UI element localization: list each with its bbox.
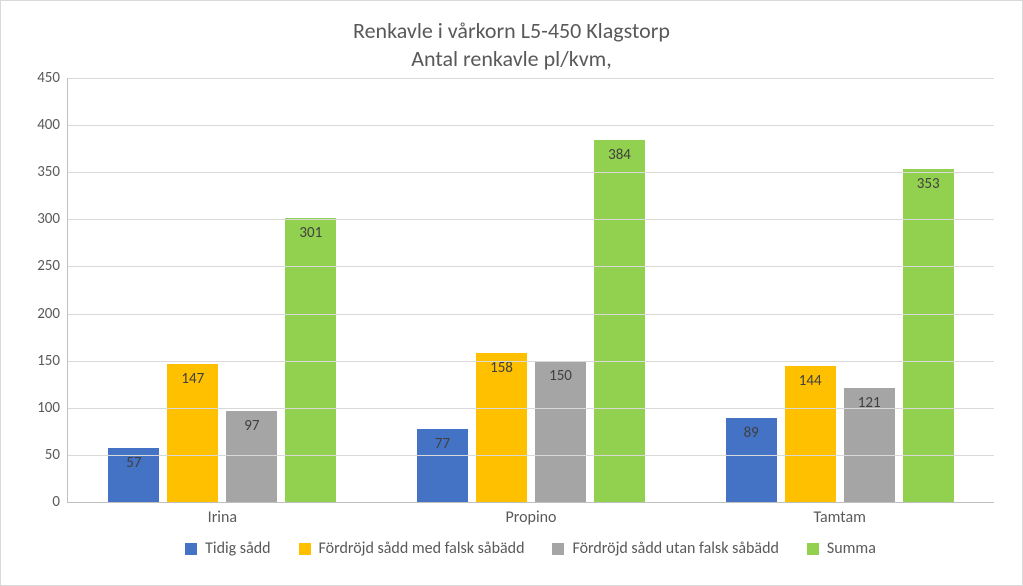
plot-area: 5714797301Irina77158150384Propino8914412…	[67, 78, 994, 503]
gridline	[68, 408, 994, 409]
bar-groups: 5714797301Irina77158150384Propino8914412…	[68, 78, 994, 502]
legend-item: Fördröjd sådd med falsk såbädd	[299, 539, 525, 558]
bar-group: 77158150384Propino	[377, 78, 686, 502]
y-tick-label: 0	[20, 493, 60, 511]
gridline	[68, 455, 994, 456]
bar-value-label: 384	[594, 146, 645, 164]
bar-value-label: 121	[844, 394, 895, 412]
legend-label: Fördröjd sådd med falsk såbädd	[319, 539, 525, 558]
bar-value-label: 158	[476, 359, 527, 377]
bar: 158	[476, 353, 527, 502]
chart-title-line1: Renkavle i vårkorn L5-450 Klagstorp	[19, 17, 1004, 45]
chart-title-line2: Antal renkavle pl/kvm,	[19, 45, 1004, 73]
bar-value-label: 97	[226, 417, 277, 435]
bar-value-label: 57	[108, 454, 159, 472]
bar: 121	[844, 388, 895, 502]
legend-item: Fördröjd sådd utan falsk såbädd	[552, 539, 778, 558]
legend-swatch	[807, 543, 819, 555]
legend-item: Tidig sådd	[185, 539, 270, 558]
bar-value-label: 301	[285, 224, 336, 242]
bar: 147	[167, 364, 218, 503]
y-tick-label: 200	[20, 305, 60, 323]
bar-value-label: 353	[903, 175, 954, 193]
x-tick-label: Irina	[68, 502, 377, 527]
gridline	[68, 125, 994, 126]
legend: Tidig sådd Fördröjd sådd med falsk såbädd…	[67, 539, 994, 558]
chart-title-block: Renkavle i vårkorn L5-450 Klagstorp Anta…	[19, 17, 1004, 72]
legend-swatch	[299, 543, 311, 555]
bar: 144	[785, 366, 836, 502]
y-tick-label: 350	[20, 163, 60, 181]
bar: 77	[417, 429, 468, 502]
legend-item: Summa	[807, 539, 876, 558]
bar-group-bars: 57 147 97 301	[68, 78, 377, 502]
y-tick-label: 50	[20, 446, 60, 464]
y-tick-label: 250	[20, 257, 60, 275]
gridline	[68, 219, 994, 220]
gridline	[68, 314, 994, 315]
bar-value-label: 147	[167, 370, 218, 388]
legend-swatch	[552, 543, 564, 555]
bar-group-bars: 89 144 121 353	[685, 78, 994, 502]
y-tick-label: 450	[20, 69, 60, 87]
bar: 97	[226, 411, 277, 502]
x-tick-label: Tamtam	[685, 502, 994, 527]
legend-swatch	[185, 543, 197, 555]
y-tick-label: 100	[20, 399, 60, 417]
y-tick-label: 300	[20, 210, 60, 228]
bar: 384	[594, 140, 645, 502]
y-tick-label: 400	[20, 116, 60, 134]
bar-value-label: 144	[785, 372, 836, 390]
gridline	[68, 172, 994, 173]
bar: 150	[535, 361, 586, 502]
bar-value-label: 77	[417, 435, 468, 453]
bar: 57	[108, 448, 159, 502]
legend-label: Summa	[827, 539, 876, 558]
gridline	[68, 78, 994, 79]
chart-container: Renkavle i vårkorn L5-450 Klagstorp Anta…	[0, 0, 1023, 586]
bar-group: 5714797301Irina	[68, 78, 377, 502]
bar-group: 89144121353Tamtam	[685, 78, 994, 502]
bar-value-label: 89	[726, 424, 777, 442]
x-tick-label: Propino	[377, 502, 686, 527]
legend-label: Fördröjd sådd utan falsk såbädd	[572, 539, 778, 558]
bar-group-bars: 77 158 150 384	[377, 78, 686, 502]
y-tick-label: 150	[20, 352, 60, 370]
bar-value-label: 150	[535, 367, 586, 385]
gridline	[68, 266, 994, 267]
gridline	[68, 361, 994, 362]
legend-label: Tidig sådd	[205, 539, 270, 558]
bar: 89	[726, 418, 777, 502]
